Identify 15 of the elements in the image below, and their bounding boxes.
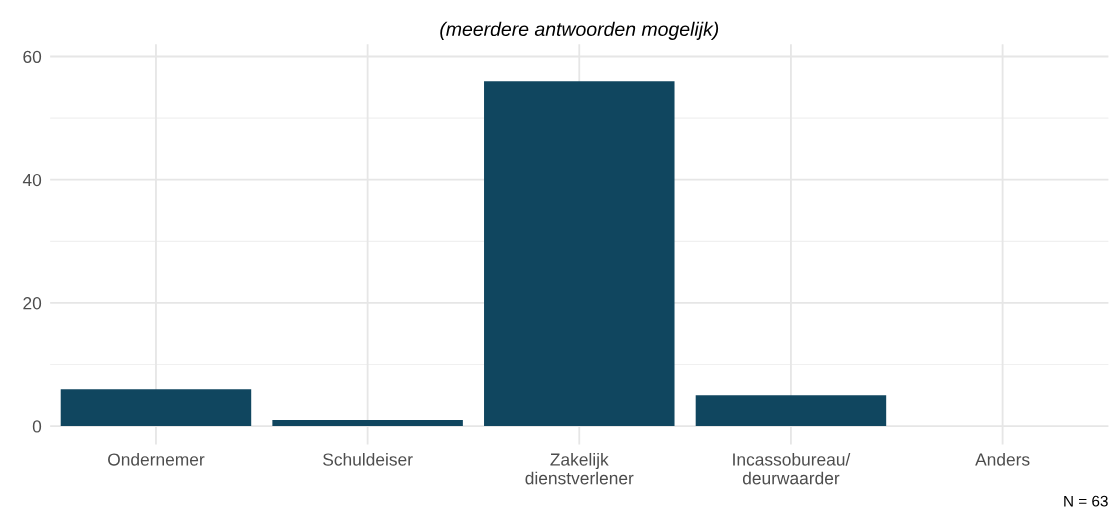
y-tick-label: 0	[32, 420, 42, 433]
x-tick-label: Schuldeiser	[323, 452, 413, 466]
y-tick-label: 40	[22, 173, 42, 187]
bar	[60, 389, 252, 427]
bar	[695, 395, 887, 427]
chart-title: (meerdere antwoorden mogelijk)	[440, 21, 719, 40]
text: N = 63	[1064, 495, 1108, 507]
x-tick-label: Zakelijk dienstverlener	[525, 452, 634, 485]
bar	[484, 81, 675, 427]
y-tick-label: 20	[23, 297, 42, 310]
x-tick-label: Ondernemer	[108, 452, 205, 466]
bar	[272, 419, 463, 427]
y-tick-label: 60	[23, 50, 42, 63]
x-tick-label: Anders	[975, 452, 1030, 466]
x-tick-label: Incassobureau/ deurwaarder	[733, 452, 851, 485]
